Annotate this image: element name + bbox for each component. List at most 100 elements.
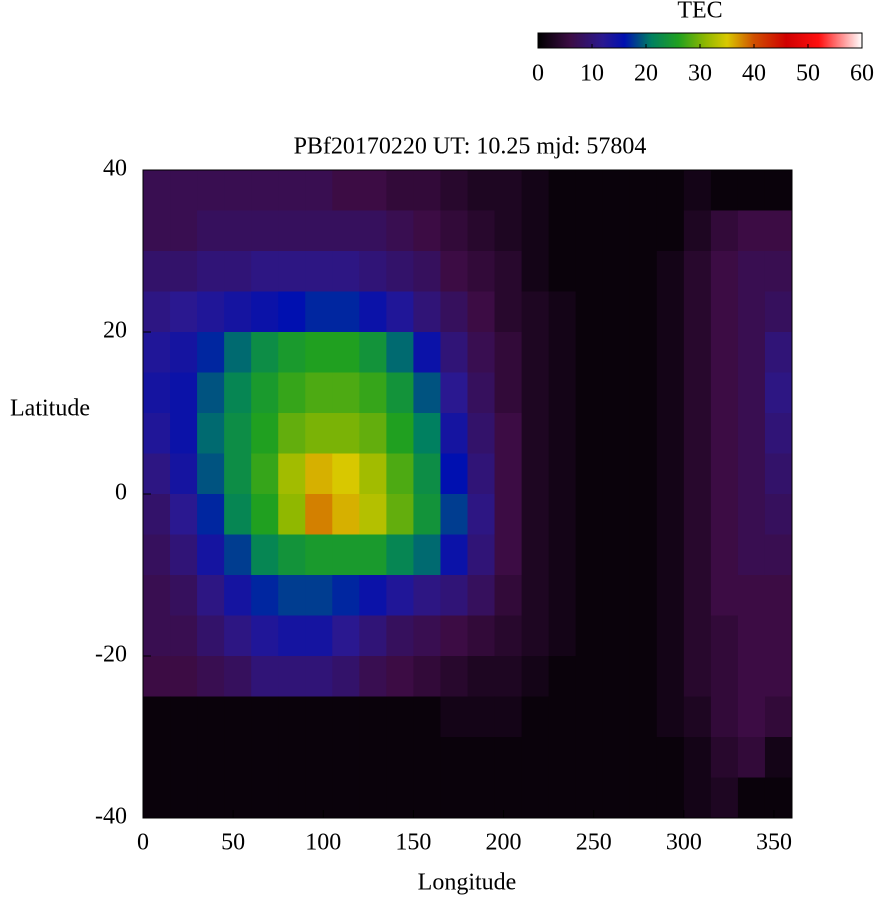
heat-cell [629,170,658,211]
heat-cell [332,332,360,373]
heat-cell [251,291,279,333]
heat-cell [440,170,468,211]
heat-cell [170,453,198,495]
heat-cell [737,291,766,333]
heat-cell [251,777,279,819]
heat-cell [575,251,604,292]
heat-cell [197,413,225,454]
colorbar-title: TEC [677,0,722,24]
colorbar-tick-label: 30 [688,61,712,87]
heat-cell [359,453,387,495]
heat-cell [386,332,414,373]
heat-cell [521,615,550,657]
heat-cell [602,615,631,657]
heat-cell [494,372,523,414]
heat-cell [278,170,306,211]
heat-cell [386,656,414,697]
heat-cell [494,534,523,576]
heat-cell [251,575,279,616]
heat-cell [143,696,171,738]
heat-cell [575,696,604,738]
heat-cell [440,656,468,697]
heat-cell [548,453,577,495]
heat-cell [548,696,577,738]
heat-cell [143,615,171,657]
heat-cell [143,494,171,535]
heat-cell [305,615,333,657]
heat-cell [359,575,387,616]
heat-cell [602,696,631,738]
heat-cell [224,777,252,819]
heat-cell [359,170,387,211]
heat-cell [656,737,685,778]
heat-cell [494,575,523,616]
heat-cell [332,615,360,657]
heat-cell [197,332,225,373]
colorbar-tick-label: 60 [850,61,874,87]
heat-cell [548,656,577,697]
heat-cell [683,575,712,616]
heat-cell [224,494,252,535]
heat-cell [548,170,577,211]
heat-cell [467,251,496,292]
heat-cell [494,210,523,252]
heat-cell [575,534,604,576]
heat-cell [494,615,523,657]
heat-cell [224,453,252,495]
heat-cell [521,170,550,211]
heat-cell [359,494,387,535]
heat-cell [386,210,414,252]
heat-cell [251,210,279,252]
heat-cell [332,291,360,333]
heat-cell [440,413,468,454]
heat-cell [656,494,685,535]
heat-cell [737,170,766,211]
heat-cell [170,777,198,819]
heat-cell [386,575,414,616]
heat-cell [170,291,198,333]
heat-cell [548,332,577,373]
heat-cell [305,656,333,697]
heat-cell [224,737,252,778]
x-axis-label: Longitude [418,870,517,896]
heat-cell [305,332,333,373]
heat-cell [440,494,468,535]
heat-cell [764,737,793,778]
heat-cell [575,372,604,414]
heat-cell [251,372,279,414]
heat-cell [764,534,793,576]
heat-cell [575,777,604,819]
heat-cell [683,534,712,576]
heat-cell [710,534,739,576]
heat-cell [737,615,766,657]
heat-cell [197,777,225,819]
heat-cell [710,737,739,778]
heat-cell [332,170,360,211]
heat-cell [548,210,577,252]
x-tick-label: 50 [221,830,245,856]
heat-cell [440,332,468,373]
x-tick-label: 350 [756,830,792,856]
heat-cell [386,372,414,414]
heat-cell [413,615,441,657]
heat-cell [413,696,441,738]
heat-cell [386,615,414,657]
heat-cell [629,494,658,535]
x-tick-label: 100 [305,830,341,856]
heat-cell [386,494,414,535]
heat-cell [251,413,279,454]
heat-cell [575,494,604,535]
heat-cell [251,696,279,738]
heat-cell [278,777,306,819]
heat-cell [656,372,685,414]
heat-cell [440,453,468,495]
heat-cell [710,615,739,657]
heat-cell [467,332,496,373]
heat-cell [494,291,523,333]
y-tick-label: 0 [115,480,127,506]
heat-cell [170,372,198,414]
heat-cell [197,210,225,252]
heat-cell [764,696,793,738]
heat-cell [521,534,550,576]
heat-cell [467,656,496,697]
